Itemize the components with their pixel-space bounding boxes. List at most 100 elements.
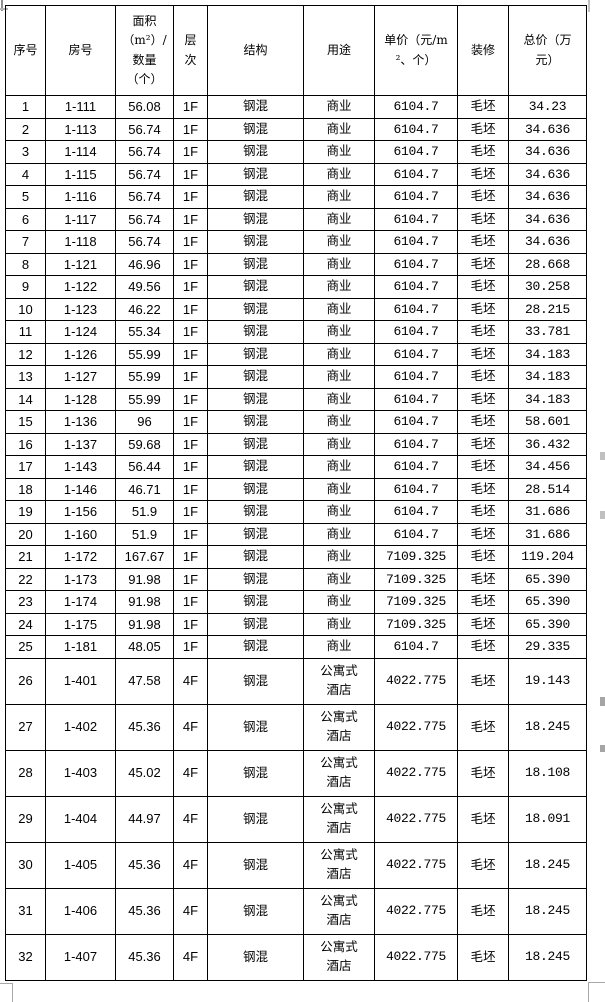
cell-total-price: 28.215 [508,297,587,321]
cell-area: 91.98 [115,612,174,636]
cell-usage: 商业 [303,207,375,231]
cell-room: 1-127 [45,365,116,389]
cell-decoration: 毛坯 [457,297,509,321]
cell-structure: 钢混 [207,162,304,186]
cell-usage: 商业 [303,230,375,254]
cell-floor: 1F [173,590,208,614]
cell-total-price: 34.636 [508,207,587,231]
cell-unit-price: 7109.325 [374,545,458,569]
cell-area: 46.71 [115,477,174,501]
cell-usage: 商业 [303,432,375,456]
cell-floor: 4F [173,749,208,797]
cell-area: 55.99 [115,387,174,411]
cell-room: 1-156 [45,500,116,524]
cell-index: 28 [5,749,46,797]
cell-floor: 1F [173,522,208,546]
column-header-usage: 用途 [303,5,375,96]
cell-unit-price: 6104.7 [374,95,458,119]
page-boundary-fragment-top-left [1,0,3,11]
cell-usage: 商业 [303,612,375,636]
cell-index: 31 [5,887,46,935]
cell-area: 56.74 [115,230,174,254]
cell-area: 56.44 [115,455,174,479]
cell-total-price: 18.245 [508,841,587,889]
cell-area: 55.34 [115,320,174,344]
cell-total-price: 30.258 [508,275,587,299]
cell-decoration: 毛坯 [457,432,509,456]
cell-area: 91.98 [115,590,174,614]
table-row: 15 1-136 96 1F 钢混 商业 6104.7 毛坯 58.601 [5,410,587,434]
cell-floor: 1F [173,95,208,119]
cell-area: 55.99 [115,365,174,389]
cell-structure: 钢混 [207,545,304,569]
column-header-area: 面积（m²）/数量（个） [115,5,174,96]
table-row: 14 1-128 55.99 1F 钢混 商业 6104.7 毛坯 34.183 [5,387,587,411]
cell-structure: 钢混 [207,590,304,614]
cell-decoration: 毛坯 [457,522,509,546]
cell-decoration: 毛坯 [457,545,509,569]
cell-total-price: 58.601 [508,410,587,434]
cell-decoration: 毛坯 [457,185,509,209]
cell-unit-price: 4022.775 [374,795,458,843]
cell-usage: 公寓式酒店 [303,841,375,889]
cell-total-price: 28.514 [508,477,587,501]
cell-usage: 商业 [303,477,375,501]
cell-unit-price: 4022.775 [374,887,458,935]
cell-floor: 4F [173,933,208,981]
cell-structure: 钢混 [207,887,304,935]
cell-usage: 商业 [303,342,375,366]
cell-decoration: 毛坯 [457,795,509,843]
cell-area: 56.74 [115,117,174,141]
cell-usage: 商业 [303,455,375,479]
column-header-decoration: 装修 [457,5,509,96]
cell-room: 1-111 [45,95,116,119]
cell-floor: 1F [173,567,208,591]
cell-room: 1-117 [45,207,116,231]
header-row: 序号 房号 面积（m²）/数量（个） 层次 结构 用途 单价（元/m²、个） 装修 总价（万元） [5,5,587,96]
table-row: 20 1-160 51.9 1F 钢混 商业 6104.7 毛坯 31.686 [5,522,587,546]
cell-unit-price: 6104.7 [374,522,458,546]
cell-unit-price: 6104.7 [374,275,458,299]
cell-room: 1-174 [45,590,116,614]
cell-total-price: 34.23 [508,95,587,119]
cell-index: 5 [5,185,46,209]
cell-unit-price: 6104.7 [374,140,458,164]
cell-floor: 4F [173,887,208,935]
cell-total-price: 34.636 [508,117,587,141]
cell-structure: 钢混 [207,95,304,119]
cell-decoration: 毛坯 [457,703,509,751]
cell-decoration: 毛坯 [457,117,509,141]
cell-area: 55.99 [115,342,174,366]
cell-room: 1-401 [45,657,116,705]
cell-unit-price: 6104.7 [374,185,458,209]
cell-area: 45.02 [115,749,174,797]
cell-area: 45.36 [115,841,174,889]
cell-index: 13 [5,365,46,389]
cell-index: 1 [5,95,46,119]
cell-room: 1-146 [45,477,116,501]
cell-room: 1-126 [45,342,116,366]
cell-index: 9 [5,275,46,299]
cell-usage: 商业 [303,162,375,186]
cell-floor: 1F [173,117,208,141]
cell-structure: 钢混 [207,432,304,456]
cell-usage: 公寓式酒店 [303,795,375,843]
cell-decoration: 毛坯 [457,230,509,254]
cell-unit-price: 6104.7 [374,207,458,231]
cell-decoration: 毛坯 [457,320,509,344]
cell-room: 1-407 [45,933,116,981]
cell-decoration: 毛坯 [457,612,509,636]
cell-unit-price: 6104.7 [374,117,458,141]
table-row: 5 1-116 56.74 1F 钢混 商业 6104.7 毛坯 34.636 [5,185,587,209]
table-row: 9 1-122 49.56 1F 钢混 商业 6104.7 毛坯 30.258 [5,275,587,299]
cell-usage: 商业 [303,252,375,276]
cell-usage: 商业 [303,275,375,299]
cell-structure: 钢混 [207,657,304,705]
cell-usage: 商业 [303,635,375,659]
table-row: 3 1-114 56.74 1F 钢混 商业 6104.7 毛坯 34.636 [5,140,587,164]
cell-floor: 1F [173,477,208,501]
cell-total-price: 31.686 [508,522,587,546]
cell-usage: 商业 [303,545,375,569]
cell-floor: 1F [173,275,208,299]
cell-area: 56.74 [115,185,174,209]
